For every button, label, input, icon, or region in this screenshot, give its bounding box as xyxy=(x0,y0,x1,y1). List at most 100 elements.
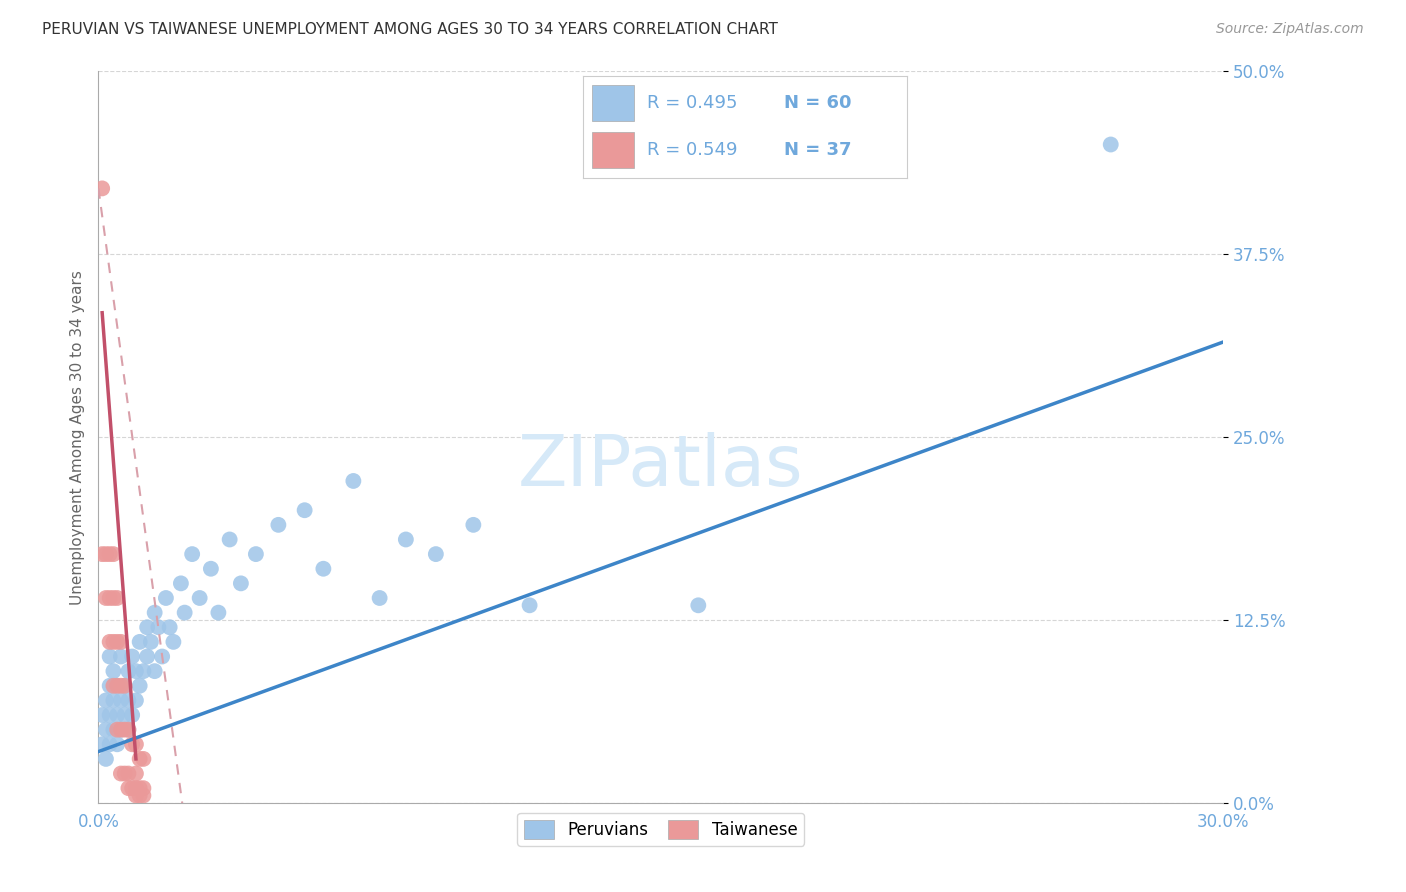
Point xyxy=(105,737,128,751)
Point xyxy=(125,789,148,803)
Point xyxy=(110,766,132,780)
Point xyxy=(98,649,121,664)
Point xyxy=(173,606,195,620)
Point xyxy=(170,576,193,591)
Point xyxy=(148,620,170,634)
Point xyxy=(98,547,121,561)
Point xyxy=(136,620,159,634)
Point xyxy=(136,649,159,664)
Point xyxy=(132,664,155,678)
Point xyxy=(139,635,162,649)
Point xyxy=(105,723,128,737)
FancyBboxPatch shape xyxy=(592,85,634,121)
Point xyxy=(200,562,222,576)
Point xyxy=(94,723,117,737)
Point xyxy=(121,781,143,796)
Point xyxy=(121,737,143,751)
Point xyxy=(103,664,125,678)
Point xyxy=(114,708,136,723)
Point xyxy=(143,606,166,620)
Point xyxy=(105,679,128,693)
Point xyxy=(98,591,121,605)
Point xyxy=(181,547,204,561)
Point xyxy=(117,723,139,737)
Point xyxy=(395,533,418,547)
Point xyxy=(267,517,290,532)
Point xyxy=(294,503,316,517)
Point xyxy=(98,737,121,751)
Text: N = 37: N = 37 xyxy=(785,141,852,159)
Point xyxy=(103,547,125,561)
Point xyxy=(150,649,173,664)
Point xyxy=(91,181,114,195)
Point xyxy=(425,547,447,561)
Point xyxy=(91,547,114,561)
Point xyxy=(125,693,148,707)
Point xyxy=(121,649,143,664)
Text: Source: ZipAtlas.com: Source: ZipAtlas.com xyxy=(1216,22,1364,37)
Point xyxy=(114,679,136,693)
Point xyxy=(94,693,117,707)
Point xyxy=(368,591,391,605)
Point xyxy=(125,737,148,751)
Point xyxy=(117,723,139,737)
Point xyxy=(110,679,132,693)
FancyBboxPatch shape xyxy=(592,132,634,168)
Point xyxy=(105,679,128,693)
Point xyxy=(688,599,710,613)
Point xyxy=(94,591,117,605)
Text: PERUVIAN VS TAIWANESE UNEMPLOYMENT AMONG AGES 30 TO 34 YEARS CORRELATION CHART: PERUVIAN VS TAIWANESE UNEMPLOYMENT AMONG… xyxy=(42,22,778,37)
Point xyxy=(128,635,150,649)
Point xyxy=(114,766,136,780)
Point xyxy=(125,664,148,678)
Text: N = 60: N = 60 xyxy=(785,94,852,112)
Point xyxy=(103,723,125,737)
Point xyxy=(103,591,125,605)
Point xyxy=(463,517,485,532)
Text: R = 0.549: R = 0.549 xyxy=(647,141,737,159)
Point xyxy=(98,679,121,693)
Text: ZIPatlas: ZIPatlas xyxy=(517,432,804,500)
Point xyxy=(132,789,155,803)
Point xyxy=(110,723,132,737)
Point xyxy=(117,693,139,707)
Point xyxy=(312,562,335,576)
Point xyxy=(207,606,229,620)
Point xyxy=(103,635,125,649)
Y-axis label: Unemployment Among Ages 30 to 34 years: Unemployment Among Ages 30 to 34 years xyxy=(69,269,84,605)
Point xyxy=(128,789,150,803)
Point xyxy=(98,635,121,649)
Point xyxy=(128,781,150,796)
Point xyxy=(121,708,143,723)
Point xyxy=(91,737,114,751)
Point xyxy=(125,781,148,796)
Legend: Peruvians, Taiwanese: Peruvians, Taiwanese xyxy=(517,814,804,846)
Point xyxy=(114,679,136,693)
Point xyxy=(218,533,240,547)
Point xyxy=(1099,137,1122,152)
Point xyxy=(105,708,128,723)
Point xyxy=(155,591,177,605)
Point xyxy=(94,547,117,561)
Point xyxy=(188,591,211,605)
Point xyxy=(98,708,121,723)
Point xyxy=(91,708,114,723)
Point xyxy=(229,576,252,591)
Point xyxy=(132,781,155,796)
Point xyxy=(117,664,139,678)
Point xyxy=(114,723,136,737)
Point xyxy=(110,635,132,649)
Point xyxy=(125,766,148,780)
Point xyxy=(117,781,139,796)
Point xyxy=(105,591,128,605)
Text: R = 0.495: R = 0.495 xyxy=(647,94,737,112)
Point xyxy=(103,679,125,693)
Point xyxy=(94,752,117,766)
Point xyxy=(110,649,132,664)
Point xyxy=(128,679,150,693)
Point xyxy=(132,752,155,766)
Point xyxy=(128,752,150,766)
Point xyxy=(162,635,184,649)
Point xyxy=(342,474,364,488)
Point xyxy=(159,620,181,634)
